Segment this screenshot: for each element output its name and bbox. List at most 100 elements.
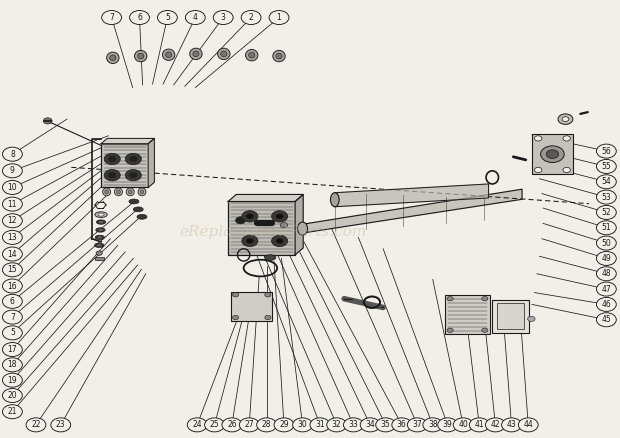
Ellipse shape bbox=[276, 53, 282, 59]
Ellipse shape bbox=[114, 188, 123, 196]
Circle shape bbox=[232, 315, 239, 320]
Circle shape bbox=[310, 418, 330, 432]
Text: 41: 41 bbox=[474, 420, 484, 429]
Ellipse shape bbox=[97, 237, 102, 238]
Circle shape bbox=[447, 297, 453, 301]
Text: 21: 21 bbox=[7, 407, 17, 416]
Text: 5: 5 bbox=[165, 13, 170, 22]
Text: 43: 43 bbox=[507, 420, 516, 429]
Ellipse shape bbox=[562, 117, 569, 122]
Text: 31: 31 bbox=[315, 420, 325, 429]
Circle shape bbox=[438, 418, 458, 432]
Text: 17: 17 bbox=[7, 345, 17, 354]
Ellipse shape bbox=[138, 188, 146, 196]
Text: 45: 45 bbox=[601, 315, 611, 324]
Circle shape bbox=[596, 221, 616, 235]
Circle shape bbox=[343, 418, 363, 432]
Bar bbox=[497, 303, 524, 329]
Circle shape bbox=[485, 418, 505, 432]
Text: 28: 28 bbox=[262, 420, 272, 429]
Circle shape bbox=[2, 343, 22, 357]
Circle shape bbox=[447, 328, 453, 332]
Ellipse shape bbox=[249, 53, 255, 58]
Ellipse shape bbox=[193, 51, 199, 57]
Text: 22: 22 bbox=[31, 420, 41, 429]
Text: 14: 14 bbox=[7, 250, 17, 258]
Ellipse shape bbox=[94, 243, 104, 247]
Circle shape bbox=[102, 11, 122, 25]
Ellipse shape bbox=[135, 50, 147, 62]
Text: 36: 36 bbox=[397, 420, 407, 429]
Ellipse shape bbox=[102, 188, 110, 196]
Ellipse shape bbox=[140, 190, 144, 194]
Circle shape bbox=[272, 211, 288, 222]
Text: 18: 18 bbox=[7, 360, 17, 369]
Text: 55: 55 bbox=[601, 162, 611, 171]
Text: 37: 37 bbox=[412, 420, 422, 429]
Ellipse shape bbox=[330, 193, 339, 207]
Circle shape bbox=[2, 214, 22, 228]
Ellipse shape bbox=[107, 52, 119, 64]
Circle shape bbox=[518, 418, 538, 432]
Circle shape bbox=[242, 211, 258, 222]
Text: 7: 7 bbox=[109, 13, 114, 22]
Ellipse shape bbox=[117, 190, 120, 194]
Circle shape bbox=[26, 418, 46, 432]
Ellipse shape bbox=[99, 221, 104, 223]
Text: 20: 20 bbox=[7, 391, 17, 400]
Circle shape bbox=[596, 251, 616, 265]
Circle shape bbox=[276, 238, 283, 244]
Text: 33: 33 bbox=[348, 420, 358, 429]
Circle shape bbox=[274, 418, 294, 432]
Text: 25: 25 bbox=[210, 420, 219, 429]
Ellipse shape bbox=[190, 48, 202, 60]
Circle shape bbox=[423, 418, 443, 432]
Ellipse shape bbox=[97, 220, 105, 224]
Ellipse shape bbox=[126, 188, 135, 196]
Circle shape bbox=[2, 389, 22, 403]
Text: 35: 35 bbox=[381, 420, 391, 429]
Bar bbox=[231, 292, 272, 321]
Text: 16: 16 bbox=[7, 282, 17, 290]
Circle shape bbox=[125, 170, 141, 181]
Circle shape bbox=[265, 315, 271, 320]
Circle shape bbox=[502, 418, 521, 432]
Text: 3: 3 bbox=[221, 13, 226, 22]
Circle shape bbox=[596, 313, 616, 327]
Polygon shape bbox=[295, 194, 303, 255]
Circle shape bbox=[596, 159, 616, 173]
Text: 52: 52 bbox=[601, 208, 611, 217]
Circle shape bbox=[246, 238, 254, 244]
Circle shape bbox=[43, 118, 52, 124]
Bar bbox=[492, 300, 529, 333]
Circle shape bbox=[534, 167, 542, 173]
Ellipse shape bbox=[273, 50, 285, 62]
Circle shape bbox=[563, 136, 570, 141]
Ellipse shape bbox=[95, 228, 105, 232]
Circle shape bbox=[2, 405, 22, 419]
Ellipse shape bbox=[98, 213, 104, 216]
Ellipse shape bbox=[95, 212, 107, 218]
Ellipse shape bbox=[298, 222, 308, 235]
Circle shape bbox=[596, 175, 616, 189]
Text: 53: 53 bbox=[601, 193, 611, 201]
Ellipse shape bbox=[129, 199, 139, 204]
Circle shape bbox=[392, 418, 412, 432]
Circle shape bbox=[293, 418, 312, 432]
Circle shape bbox=[232, 293, 239, 297]
Text: 4: 4 bbox=[193, 13, 198, 22]
Circle shape bbox=[596, 144, 616, 158]
Circle shape bbox=[125, 153, 141, 165]
Circle shape bbox=[534, 136, 542, 141]
Ellipse shape bbox=[98, 229, 103, 231]
Text: 23: 23 bbox=[56, 420, 66, 429]
Ellipse shape bbox=[137, 215, 147, 219]
Circle shape bbox=[257, 418, 277, 432]
Text: 38: 38 bbox=[428, 420, 438, 429]
Bar bbox=[228, 201, 295, 255]
Circle shape bbox=[453, 418, 473, 432]
Circle shape bbox=[2, 247, 22, 261]
Circle shape bbox=[2, 180, 22, 194]
Circle shape bbox=[280, 223, 288, 228]
Circle shape bbox=[2, 373, 22, 387]
